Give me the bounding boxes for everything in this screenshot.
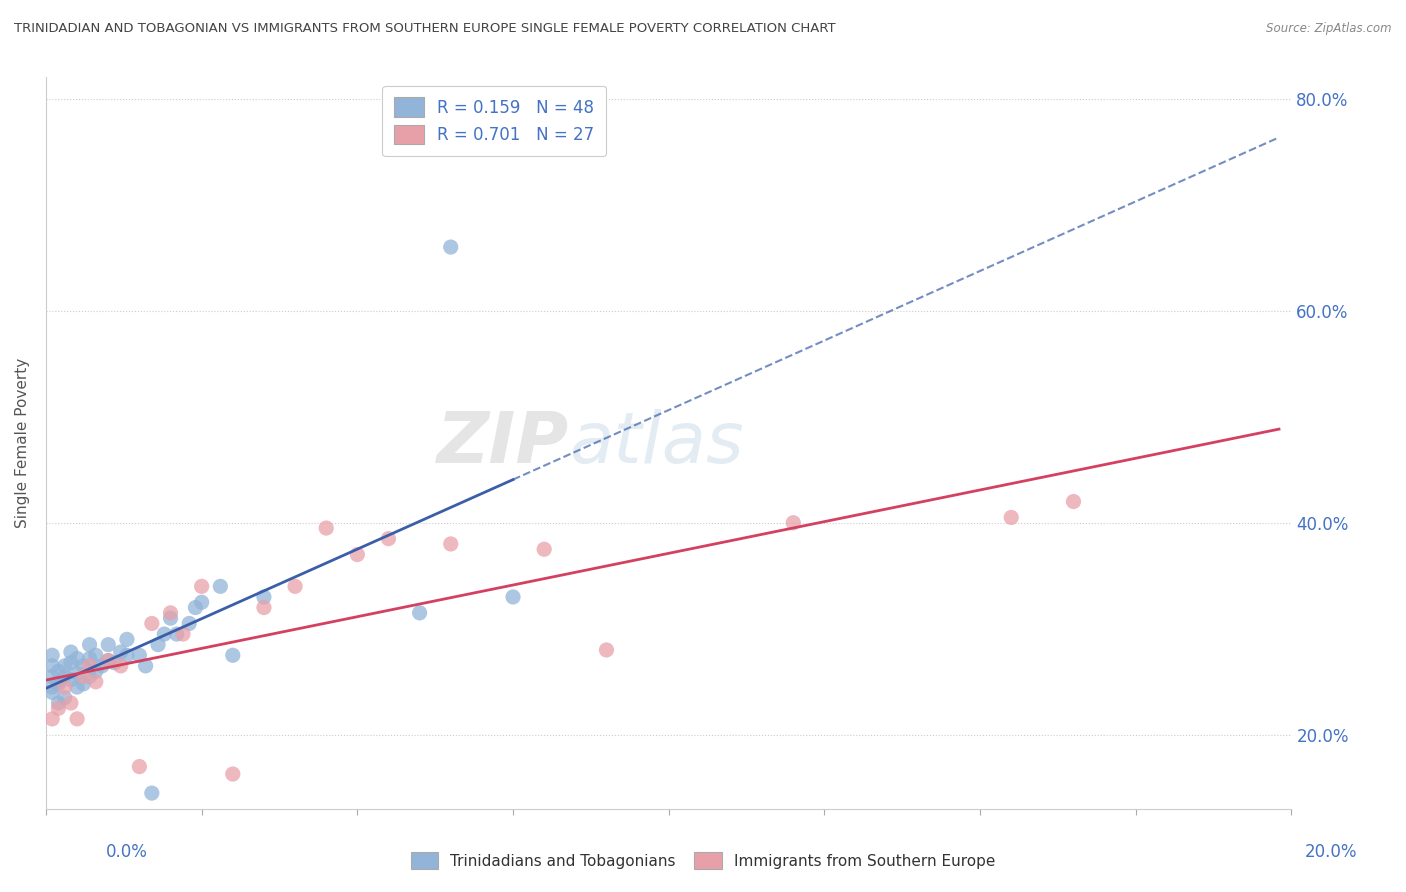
Point — [84, 674, 107, 689]
Point — [346, 548, 368, 562]
Point — [41, 648, 63, 663]
Point — [48, 664, 70, 678]
Point — [440, 537, 463, 551]
Point — [190, 595, 212, 609]
Point — [408, 606, 430, 620]
Point — [66, 680, 89, 694]
Point — [41, 712, 63, 726]
Text: Source: ZipAtlas.com: Source: ZipAtlas.com — [1267, 22, 1392, 36]
Point — [159, 606, 181, 620]
Text: atlas: atlas — [569, 409, 744, 478]
Point — [72, 658, 94, 673]
Point — [59, 656, 82, 670]
Point — [72, 677, 94, 691]
Point — [97, 654, 120, 668]
Point — [172, 627, 194, 641]
Point — [110, 658, 132, 673]
Point — [91, 658, 114, 673]
Point — [502, 590, 524, 604]
Point — [66, 651, 89, 665]
Point — [141, 616, 163, 631]
Point — [59, 696, 82, 710]
Point — [59, 673, 82, 687]
Point — [41, 680, 63, 694]
Point — [41, 658, 63, 673]
Point — [48, 677, 70, 691]
Point — [48, 701, 70, 715]
Point — [222, 767, 245, 781]
Legend: Trinidadians and Tobagonians, Immigrants from Southern Europe: Trinidadians and Tobagonians, Immigrants… — [405, 846, 1001, 875]
Point — [284, 579, 307, 593]
Point — [79, 638, 101, 652]
Point — [146, 638, 169, 652]
Point — [53, 680, 76, 694]
Point — [1063, 494, 1085, 508]
Point — [128, 648, 150, 663]
Y-axis label: Single Female Poverty: Single Female Poverty — [15, 358, 30, 528]
Text: 20.0%: 20.0% — [1305, 843, 1357, 861]
Point — [66, 712, 89, 726]
Point — [595, 643, 617, 657]
Point — [115, 632, 138, 647]
Point — [48, 696, 70, 710]
Point — [97, 654, 120, 668]
Point — [135, 658, 157, 673]
Point — [79, 669, 101, 683]
Point — [315, 521, 337, 535]
Point — [253, 600, 276, 615]
Text: ZIP: ZIP — [437, 409, 569, 478]
Point — [209, 579, 232, 593]
Point — [84, 648, 107, 663]
Legend: R = 0.159   N = 48, R = 0.701   N = 27: R = 0.159 N = 48, R = 0.701 N = 27 — [382, 86, 606, 156]
Point — [66, 666, 89, 681]
Point — [222, 648, 245, 663]
Point — [166, 627, 188, 641]
Point — [159, 611, 181, 625]
Point — [72, 669, 94, 683]
Point — [48, 674, 70, 689]
Point — [97, 638, 120, 652]
Point — [41, 669, 63, 683]
Point — [190, 579, 212, 593]
Point — [533, 542, 555, 557]
Point — [53, 658, 76, 673]
Point — [59, 645, 82, 659]
Point — [141, 786, 163, 800]
Point — [79, 658, 101, 673]
Point — [84, 664, 107, 678]
Point — [53, 690, 76, 705]
Point — [179, 616, 201, 631]
Point — [115, 648, 138, 663]
Point — [782, 516, 804, 530]
Point — [253, 590, 276, 604]
Point — [79, 651, 101, 665]
Point — [128, 759, 150, 773]
Point — [110, 645, 132, 659]
Point — [377, 532, 399, 546]
Point — [153, 627, 176, 641]
Point — [53, 669, 76, 683]
Text: TRINIDADIAN AND TOBAGONIAN VS IMMIGRANTS FROM SOUTHERN EUROPE SINGLE FEMALE POVE: TRINIDADIAN AND TOBAGONIAN VS IMMIGRANTS… — [14, 22, 835, 36]
Text: 0.0%: 0.0% — [105, 843, 148, 861]
Point — [1000, 510, 1022, 524]
Point — [103, 656, 125, 670]
Point — [440, 240, 463, 254]
Point — [41, 685, 63, 699]
Point — [184, 600, 207, 615]
